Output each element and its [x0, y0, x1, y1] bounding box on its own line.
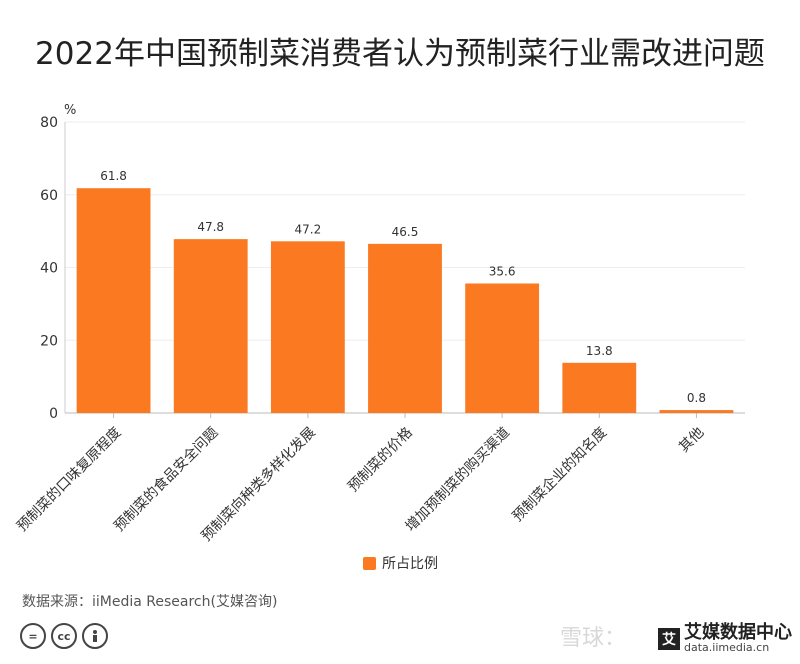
equal-icon: = — [20, 623, 46, 649]
x-tick-label: 预制菜的价格 — [345, 425, 416, 496]
brand-logo: 艾 艾媒数据中心 data.iimedia.cn — [658, 624, 792, 653]
data-label: 61.8 — [100, 169, 127, 183]
y-tick-label: 80 — [40, 115, 58, 131]
chart-title: 2022年中国预制菜消费者认为预制菜行业需改进问题 — [35, 36, 765, 72]
brand-url: data.iimedia.cn — [684, 641, 770, 654]
legend[interactable]: 所占比例 — [363, 553, 438, 573]
x-tick-label: 其他 — [676, 425, 707, 456]
bar — [465, 283, 540, 413]
x-tick-label: 增加预制菜的购买渠道 — [403, 425, 513, 535]
data-label: 0.8 — [687, 391, 706, 405]
watermark-text: 雪球： — [560, 626, 627, 651]
y-tick-label: 20 — [40, 333, 58, 349]
brand-name: 艾媒数据中心 — [684, 622, 792, 643]
cc-icon: cc — [51, 623, 77, 649]
bar — [368, 243, 442, 413]
y-tick-label: 40 — [40, 261, 58, 277]
source-note: 数据来源：iiMedia Research(艾媒咨询) — [22, 594, 278, 610]
data-label: 47.2 — [294, 222, 321, 236]
data-label: 13.8 — [586, 344, 613, 358]
y-axis-label: % — [64, 103, 76, 118]
data-label: 35.6 — [489, 265, 516, 279]
brand-icon: 艾 — [658, 627, 680, 650]
bar — [173, 239, 248, 413]
x-tick-label: 预制菜企业的知名度 — [509, 424, 610, 525]
y-tick-label: 0 — [49, 406, 58, 422]
person-icon — [82, 623, 108, 649]
bar-chart: 0 20 40 60 80% 61.8 预制菜的口味复原程度 47.8 预制菜的食品安全问题 47… — [13, 103, 745, 545]
bar — [270, 241, 345, 413]
data-label: 47.8 — [197, 220, 224, 234]
x-tick-label: 预制菜的口味复原程度 — [13, 424, 124, 535]
legend-swatch — [363, 556, 376, 570]
x-tick-label: 预制菜的食品安全问题 — [111, 424, 222, 535]
legend-label: 所占比例 — [382, 556, 438, 572]
x-tick-label: 预制菜向种类多样化发展 — [198, 424, 319, 545]
bar — [76, 188, 151, 413]
watermark: 雪球： — [560, 620, 626, 652]
bar — [562, 362, 637, 413]
license-icons: = cc — [20, 623, 108, 649]
data-label: 46.5 — [392, 225, 419, 239]
y-tick-label: 60 — [40, 188, 58, 204]
bar — [659, 410, 734, 413]
